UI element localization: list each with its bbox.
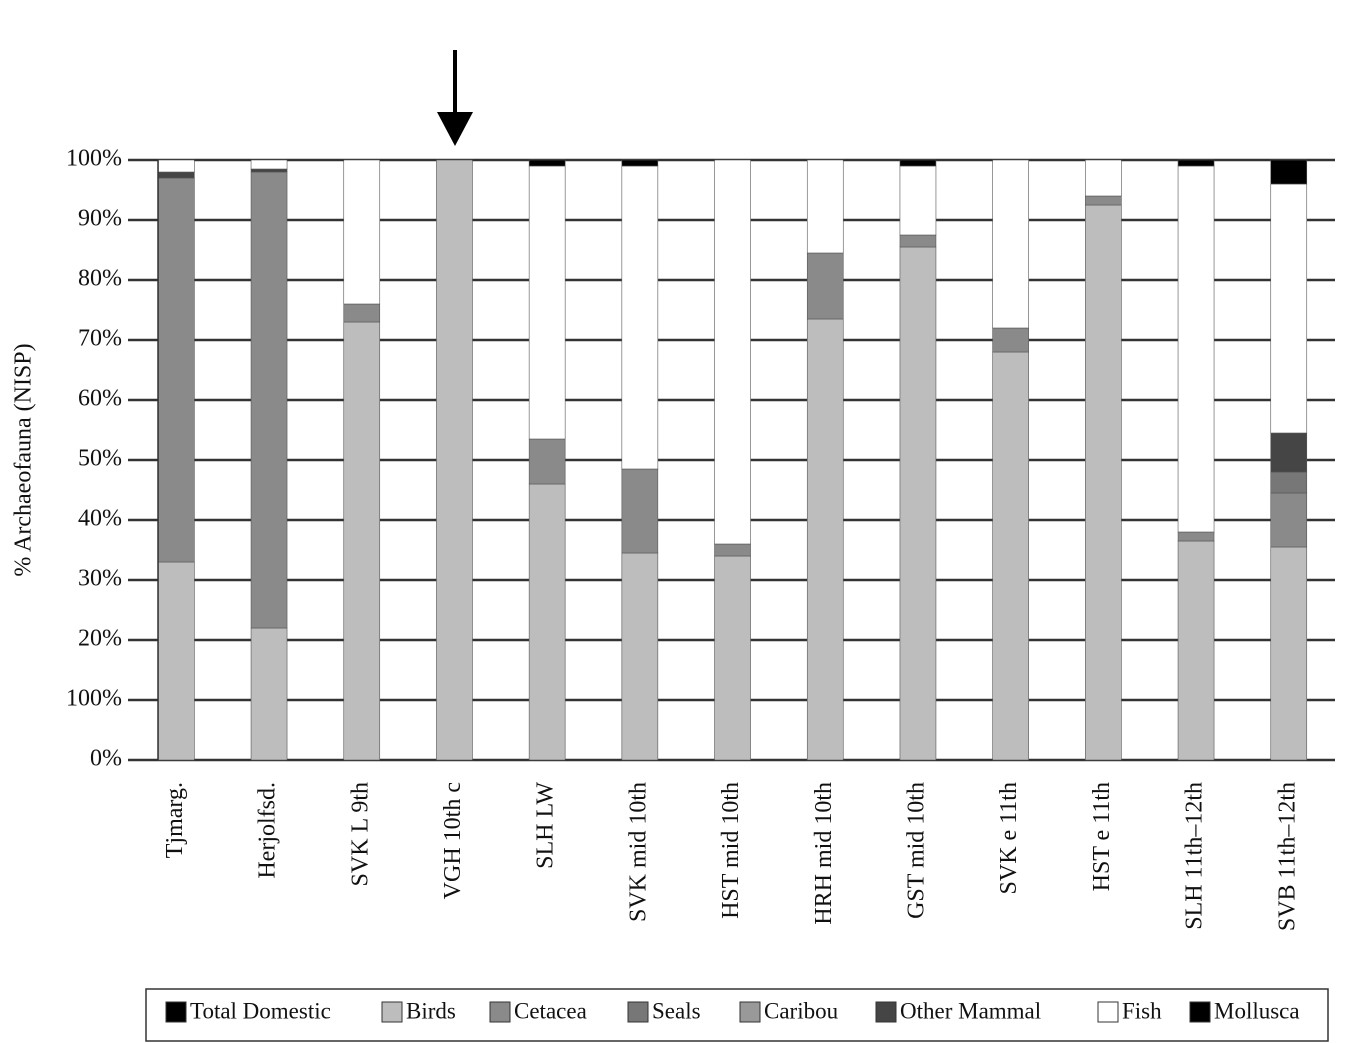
x-tick-label: SVK e 11th — [996, 782, 1022, 894]
legend-label: Mollusca — [1214, 998, 1300, 1023]
legend-swatch — [627, 1001, 649, 1023]
bar-segment — [343, 303, 381, 323]
x-tick-label: SVK L 9th — [347, 782, 373, 886]
bar-segment — [1270, 546, 1308, 761]
bar-segment — [1177, 165, 1215, 533]
bar-segment — [621, 468, 659, 554]
y-tick-label: 70% — [78, 326, 122, 352]
legend-label: Caribou — [764, 998, 839, 1023]
bar-segment — [250, 627, 288, 761]
bar-segment — [158, 159, 195, 173]
x-tick-label: Tjmarg. — [162, 782, 188, 858]
bar-segment — [899, 165, 937, 236]
bar-segment — [1270, 471, 1308, 494]
x-tick-label: SVB 11th–12th — [1274, 782, 1300, 931]
x-tick-label: HST e 11th — [1089, 782, 1115, 891]
bar-segment — [899, 159, 937, 167]
bar-segment — [158, 177, 195, 563]
y-tick-label: 90% — [78, 206, 122, 232]
bar-segment — [1270, 159, 1308, 185]
legend-swatch — [875, 1001, 897, 1023]
bar-segment — [250, 159, 288, 170]
x-tick-label: SVK mid 10th — [625, 782, 651, 922]
bar-segment — [528, 159, 566, 167]
bar-segment — [343, 321, 381, 761]
legend-swatch — [381, 1001, 403, 1023]
bar-segment — [158, 171, 195, 179]
y-tick-label: 30% — [78, 566, 122, 592]
y-tick-label: 20% — [78, 626, 122, 652]
bar-segment — [1177, 531, 1215, 542]
legend-box — [145, 988, 1329, 1042]
bar-segment — [992, 159, 1029, 329]
x-tick-label: HST mid 10th — [718, 782, 744, 919]
bar-segment — [992, 327, 1029, 353]
legend-swatch — [1097, 1001, 1119, 1023]
bar-segment — [806, 252, 844, 320]
legend-label: Seals — [652, 998, 701, 1023]
bar-segment — [528, 438, 566, 485]
bar-segment — [714, 159, 751, 545]
x-tick-label: SLH 11th–12th — [1182, 782, 1208, 930]
bar-segment — [528, 483, 566, 761]
x-tick-label: GST mid 10th — [903, 782, 929, 919]
bar-segment — [806, 318, 844, 761]
y-tick-label: 60% — [78, 386, 122, 412]
bar-segment — [714, 543, 751, 557]
bar-segment — [158, 561, 195, 761]
legend-label: Fish — [1122, 998, 1162, 1023]
x-tick-label: HRH mid 10th — [811, 782, 837, 925]
bar-segment — [714, 555, 751, 761]
bar-segment — [1177, 540, 1215, 761]
arrow — [437, 50, 473, 146]
legend-swatch — [489, 1001, 511, 1023]
bar-segment — [1270, 183, 1308, 434]
bar-segment — [1085, 159, 1122, 197]
legend-label: Other Mammal — [900, 998, 1041, 1023]
y-axis-label: % Archaeofauna (NISP) — [11, 343, 37, 576]
bar-segment — [992, 351, 1029, 761]
legend-swatch — [739, 1001, 761, 1023]
legend-label: Birds — [406, 998, 456, 1023]
bar-segment — [1085, 204, 1122, 761]
bar-segment — [899, 234, 937, 248]
legend-swatch — [165, 1001, 187, 1023]
bar-segment — [250, 171, 288, 629]
bar-segment — [528, 165, 566, 440]
x-tick-label: SLH LW — [533, 782, 559, 869]
bar-segment — [621, 165, 659, 470]
bar-segment — [436, 159, 473, 761]
bar-segment — [250, 168, 288, 173]
legend-label: Cetacea — [514, 998, 587, 1023]
bar-segment — [1085, 195, 1122, 206]
bar-segment — [1177, 159, 1215, 167]
y-tick-label: 100% — [66, 686, 122, 712]
y-tick-label: 50% — [78, 446, 122, 472]
bar-segment — [899, 246, 937, 761]
bar-segment — [621, 159, 659, 167]
bar-segment — [1270, 492, 1308, 548]
y-tick-label: 0% — [90, 746, 122, 772]
y-tick-label: 40% — [78, 506, 122, 532]
x-tick-label: VGH 10th c — [440, 782, 466, 899]
bar-segment — [1270, 432, 1308, 473]
y-tick-label: 100% — [66, 146, 122, 172]
legend-label: Total Domestic — [190, 998, 331, 1023]
x-tick-label: Herjolfsd. — [255, 782, 281, 879]
bar-segment — [621, 552, 659, 761]
y-tick-label: 80% — [78, 266, 122, 292]
bar-segment — [343, 159, 381, 305]
legend-swatch — [1189, 1001, 1211, 1023]
bar-segment — [806, 159, 844, 254]
